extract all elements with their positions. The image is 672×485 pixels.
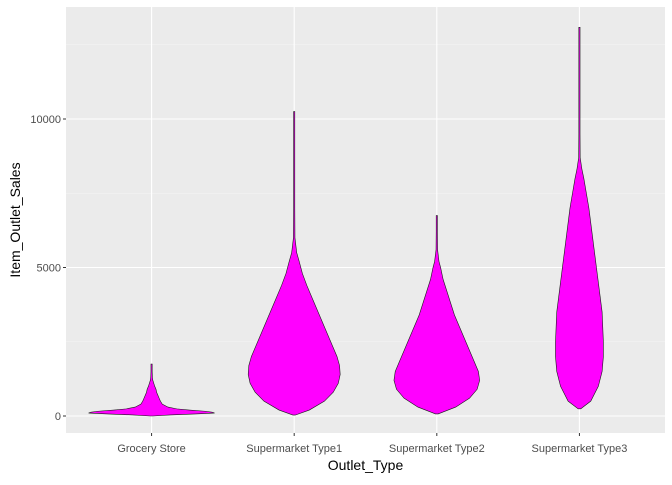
y-tick-label: 10000	[30, 114, 61, 126]
x-tick-label: Grocery Store	[117, 443, 185, 455]
y-tick-label: 5000	[37, 263, 61, 275]
y-axis: 0 5000 10000	[30, 114, 66, 423]
violin	[88, 363, 215, 417]
x-tick-label: Supermarket Type3	[532, 443, 628, 455]
x-axis-title: Outlet_Type	[328, 457, 404, 473]
violin	[393, 215, 480, 415]
y-tick-label: 0	[55, 411, 61, 423]
x-axis: Grocery Store Supermarket Type1 Supermarke…	[117, 433, 627, 455]
violin	[555, 27, 604, 410]
y-axis-title: Item_Outlet_Sales	[7, 162, 23, 277]
x-tick-label: Supermarket Type1	[246, 443, 342, 455]
violins	[88, 27, 604, 417]
x-tick-label: Supermarket Type2	[389, 443, 485, 455]
violin	[247, 111, 341, 416]
